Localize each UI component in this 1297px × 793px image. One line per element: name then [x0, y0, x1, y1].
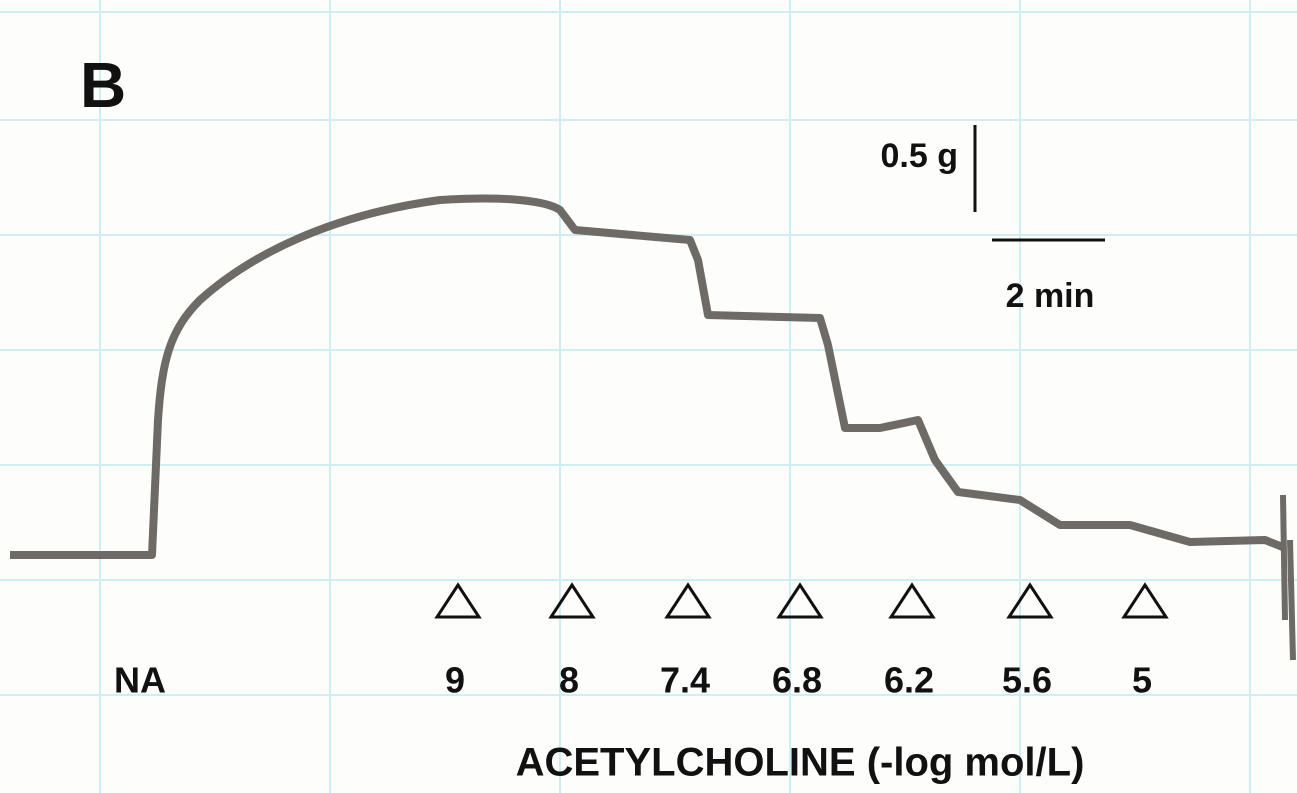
- dose-label: 6.2: [884, 660, 934, 701]
- addition-marker: [1006, 582, 1054, 619]
- addition-marker: [664, 582, 712, 619]
- dose-label: 9: [445, 660, 465, 701]
- addition-marker: [434, 582, 482, 619]
- stimulus-label: NA: [114, 660, 166, 701]
- dose-label: 7.4: [660, 660, 710, 701]
- force-scale-label: 0.5 g: [881, 137, 958, 175]
- addition-marker: [548, 582, 596, 619]
- dose-label: 6.8: [772, 660, 822, 701]
- trace-artifact: [1280, 494, 1296, 661]
- addition-marker: [776, 582, 824, 619]
- addition-marker: [888, 582, 936, 619]
- x-label: ACETYLCHOLINE (-log mol/L): [516, 741, 1085, 785]
- tension-trace: [10, 194, 1287, 559]
- addition-marker: [1121, 582, 1169, 619]
- time-scale-label: 2 min: [1006, 277, 1095, 315]
- dose-label: 8: [559, 660, 579, 701]
- dose-label: 5: [1132, 660, 1152, 701]
- dose-label: 5.6: [1002, 660, 1052, 701]
- panel-label: B: [80, 49, 126, 121]
